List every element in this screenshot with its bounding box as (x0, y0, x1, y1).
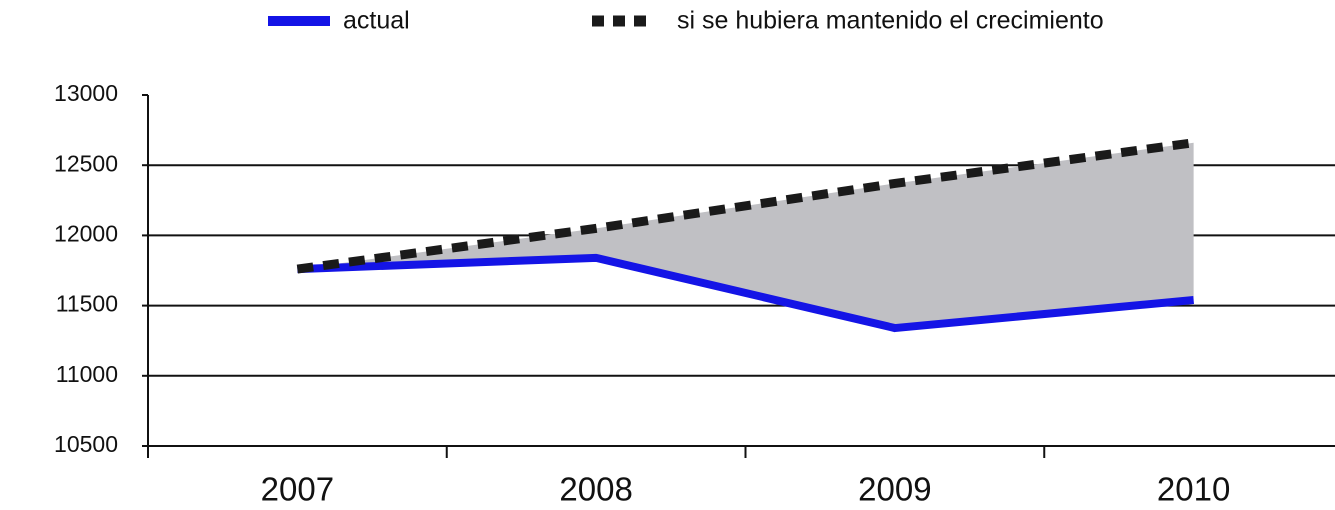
y-tick-label: 13000 (54, 80, 118, 106)
x-tick-label: 2010 (1157, 471, 1230, 508)
y-tick-label: 11000 (56, 361, 118, 387)
y-tick-label: 10500 (54, 431, 118, 457)
x-tick-label: 2007 (261, 471, 334, 508)
y-tick-label: 12000 (54, 220, 118, 246)
legend-label: si se hubiera mantenido el crecimiento (677, 7, 1104, 35)
series-line (297, 253, 1195, 333)
x-tick-label: 2008 (559, 471, 632, 508)
series-line (296, 138, 1195, 274)
y-tick-label: 12500 (54, 150, 118, 176)
legend-label: actual (343, 7, 410, 35)
x-tick-label: 2009 (858, 471, 931, 508)
gap-area (297, 142, 1194, 329)
y-tick-label: 11500 (56, 291, 118, 317)
